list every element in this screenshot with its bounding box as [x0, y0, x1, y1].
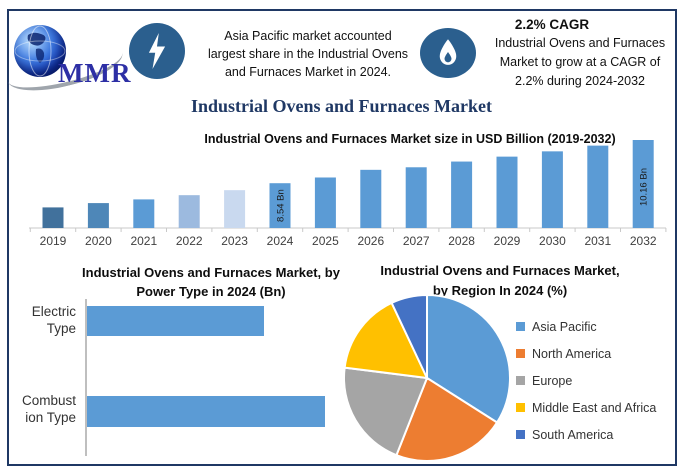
bar-2022 — [178, 195, 200, 228]
bar-datalabel-2024: 8.54 Bn — [276, 189, 287, 222]
flame-badge — [420, 28, 476, 78]
legend-label: Europe — [532, 373, 573, 388]
legend-swatch — [516, 322, 525, 331]
legend-label: Middle East and Africa — [532, 400, 657, 415]
axis-label-2028: 2028 — [448, 234, 475, 248]
lightning-icon — [148, 33, 166, 69]
legend-swatch — [516, 349, 525, 358]
mmr-logo: MMR — [3, 18, 140, 100]
page-title: Industrial Ovens and Furnaces Market — [190, 96, 493, 116]
category-label-electric-type: Electric Type — [31, 304, 76, 336]
legend-swatch — [516, 403, 525, 412]
axis-label-2022: 2022 — [176, 234, 203, 248]
bar-2020 — [87, 203, 109, 228]
axis-label-2020: 2020 — [85, 234, 112, 248]
category-label-combustion-type: Combustion Type — [21, 393, 76, 425]
bar-datalabel-2032: 10.16 Bn — [639, 168, 650, 206]
axis-label-2021: 2021 — [130, 234, 157, 248]
bar-2021 — [133, 199, 155, 228]
legend-label: South America — [532, 427, 614, 442]
region-pie-chart — [343, 294, 511, 462]
pie-slice-middle-east-and-africa — [343, 301, 428, 379]
region-title-line: by Region In 2024 (%) — [432, 283, 568, 298]
axis-label-2030: 2030 — [539, 234, 566, 248]
legend-item-asia-pacific: Asia Pacific — [516, 313, 656, 340]
axis-label-2029: 2029 — [494, 234, 521, 248]
axis-label-2019: 2019 — [40, 234, 67, 248]
axis-label-2023: 2023 — [221, 234, 248, 248]
bar-2023 — [224, 190, 246, 228]
market-size-chart-title: Industrial Ovens and Furnaces Market siz… — [204, 132, 616, 146]
bar-2030 — [541, 151, 563, 228]
stat-line: Asia Pacific market accounted — [224, 29, 392, 43]
bar-2026 — [360, 169, 382, 228]
cagr-heading: 2.2% CAGR — [514, 17, 590, 32]
region-legend: Asia Pacific North America Europe Middle Ea… — [516, 313, 656, 448]
globe-icon — [14, 25, 66, 77]
axis-label-2032: 2032 — [630, 234, 657, 248]
stat-line: and Furnaces Market in 2024. — [224, 65, 392, 79]
power-type-title-line: Industrial Ovens and Furnaces Market, by — [82, 265, 340, 280]
axis-label-2027: 2027 — [403, 234, 430, 248]
region-chart-title: Industrial Ovens and Furnaces Market, by… — [350, 261, 650, 301]
flame-icon — [439, 39, 457, 65]
lightning-badge — [129, 23, 185, 79]
pie-slice-north-america — [395, 377, 499, 462]
cagr-line: 2.2% during 2024-2032 — [515, 74, 645, 88]
market-size-bar-chart: 2019 2020 2021 2022 2023 2024 8.54 Bn 2025 2026 2… — [0, 118, 683, 253]
axis-label-2026: 2026 — [357, 234, 384, 248]
bar-2025 — [314, 177, 336, 228]
power-type-axis-line — [85, 299, 87, 456]
bar-2028 — [451, 161, 473, 228]
bar-2027 — [405, 167, 427, 228]
legend-item-europe: Europe — [516, 367, 656, 394]
pie-slice-south-america — [390, 294, 428, 379]
stat-line: largest share in the Industrial Ovens — [207, 47, 409, 61]
stat-callout-cagr: 2.2% CAGR Industrial Ovens and Furnaces … — [487, 16, 673, 91]
bar-2029 — [496, 156, 518, 228]
cagr-line: Market to grow at a CAGR of — [499, 55, 661, 69]
stat-callout-asia-pacific: Asia Pacific market accounted largest sh… — [197, 27, 419, 81]
pie-slice-europe — [343, 366, 428, 457]
power-type-chart-title: Industrial Ovens and Furnaces Market, by… — [60, 263, 362, 301]
logo-text: MMR — [58, 58, 132, 88]
legend-item-south-america: South America — [516, 421, 656, 448]
legend-item-north-america: North America — [516, 340, 656, 367]
cagr-line: Industrial Ovens and Furnaces — [494, 36, 666, 50]
legend-label: Asia Pacific — [532, 319, 597, 334]
bar-2032 — [632, 140, 654, 228]
axis-label-2031: 2031 — [584, 234, 611, 248]
region-title-line: Industrial Ovens and Furnaces Market, — [380, 263, 620, 278]
power-type-title-line: Power Type in 2024 (Bn) — [136, 284, 286, 299]
bar-2019 — [42, 207, 64, 228]
bar-electric-type — [87, 306, 264, 336]
bar-2024 — [269, 183, 291, 228]
legend-label: North America — [532, 346, 612, 361]
bar-2031 — [587, 145, 609, 228]
legend-swatch — [516, 376, 525, 385]
page-border-frame — [7, 9, 677, 466]
axis-label-2025: 2025 — [312, 234, 339, 248]
legend-swatch — [516, 430, 525, 439]
axis-label-2024: 2024 — [267, 234, 294, 248]
bar-combustion-type — [87, 396, 325, 427]
legend-item-middle-east-and-africa: Middle East and Africa — [516, 394, 656, 421]
